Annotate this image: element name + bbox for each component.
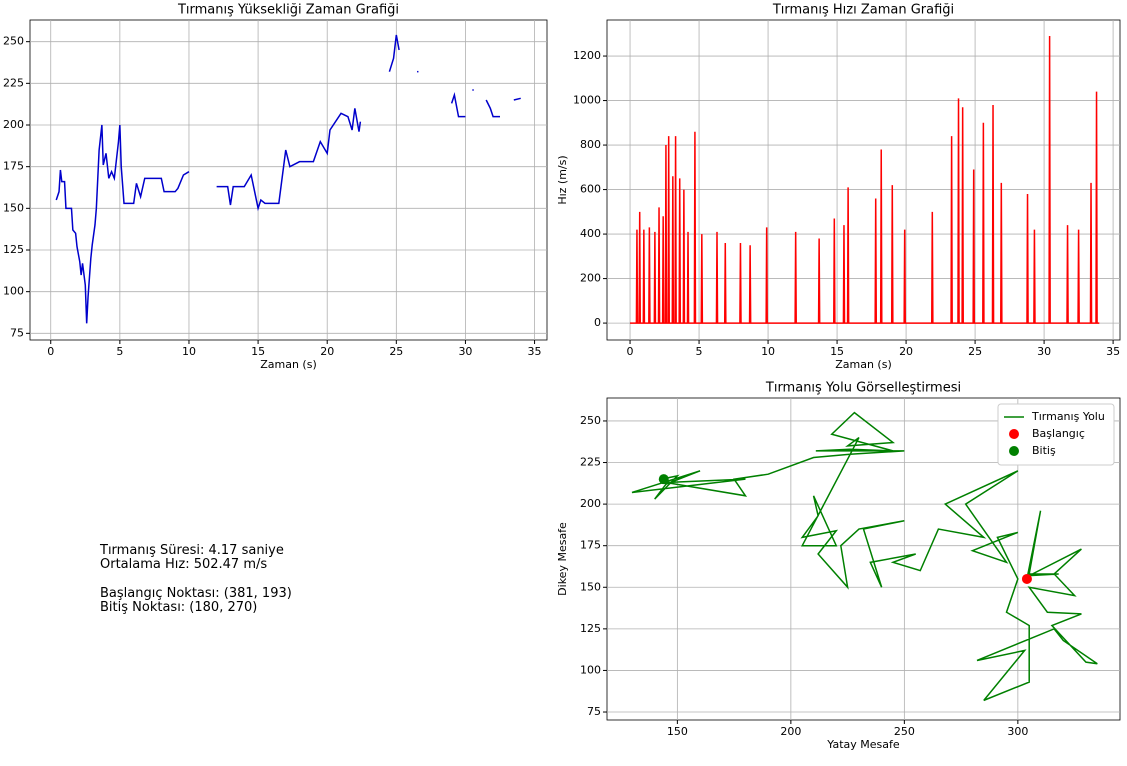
chart-title: Tırmanış Hızı Zaman Grafiği [772,3,954,18]
x-tick-label: 5 [116,345,123,358]
x-tick-label: 0 [47,345,54,358]
y-axis-label: Dikey Mesafe [556,522,569,596]
legend-box [997,403,1115,466]
plot-content [631,411,1098,702]
x-tick-label: 250 [894,725,915,738]
x-tick-label: 150 [667,725,688,738]
x-tick-label: 0 [627,345,634,358]
x-tick-label: 15 [830,345,844,358]
y-tick-label: 150 [3,201,24,214]
y-tick-label: 225 [580,456,601,469]
y-tick-label: 125 [3,243,24,256]
data-point [658,474,669,485]
y-tick-label: 200 [580,497,601,510]
x-axis-label: Yatay Mesafe [826,738,900,751]
y-tick-label: 100 [580,663,601,676]
y-tick-label: 175 [580,539,601,552]
y-tick-label: 600 [580,183,601,196]
x-tick-label: 25 [968,345,982,358]
y-tick-label: 75 [587,705,601,718]
y-tick-label: 400 [580,227,601,240]
x-tick-label: 30 [1037,345,1051,358]
y-tick-label: 75 [10,326,24,339]
y-tick-label: 800 [580,138,601,151]
y-tick-label: 200 [580,272,601,285]
y-tick-label: 0 [594,316,601,329]
data-line [513,97,521,101]
x-tick-label: 20 [320,345,334,358]
y-tick-label: 250 [580,414,601,427]
summary-line: Ortalama Hız: 502.47 m/s [100,557,268,572]
x-tick-label: 10 [182,345,196,358]
x-axis-label: Zaman (s) [260,358,317,371]
x-tick-label: 35 [1106,345,1120,358]
y-tick-label: 200 [3,118,24,131]
x-tick-label: 300 [1007,725,1028,738]
x-tick-label: 25 [389,345,403,358]
legend-marker [1009,446,1019,456]
y-tick-label: 1000 [573,94,601,107]
data-line [485,99,500,118]
plot-area [29,19,548,341]
x-tick-label: 15 [251,345,265,358]
x-tick-label: 35 [528,345,542,358]
summary-line: Bitiş Noktası: (180, 270) [100,600,258,615]
legend-label: Başlangıç [1032,427,1085,440]
y-tick-label: 150 [580,580,601,593]
data-line [55,124,190,324]
summary-line: Başlangıç Noktası: (381, 193) [100,586,292,601]
plot-content [630,36,1100,324]
x-tick-label: 5 [696,345,703,358]
x-tick-label: 200 [780,725,801,738]
chart-title: Tırmanış Yüksekliği Zaman Grafiği [177,3,399,18]
plot-content [55,34,521,324]
legend-label: Bitiş [1032,444,1056,457]
y-tick-label: 250 [3,35,24,48]
chart-title: Tırmanış Yolu Görselleştirmesi [765,381,961,396]
data-line [388,34,400,72]
data-line [216,108,362,212]
data-line [631,411,1098,702]
summary-line: Tırmanış Süresi: 4.17 saniye [100,543,284,558]
data-line [450,92,466,118]
y-tick-label: 100 [3,285,24,298]
x-axis-label: Zaman (s) [835,358,892,371]
data-point [1021,573,1032,584]
x-tick-label: 10 [761,345,775,358]
legend-marker [1009,429,1019,439]
y-axis-label: Hız (m/s) [556,155,569,204]
data-line [630,36,1100,324]
y-tick-label: 1200 [573,49,601,62]
y-tick-label: 175 [3,160,24,173]
y-tick-label: 225 [3,76,24,89]
x-tick-label: 20 [899,345,913,358]
legend-label: Tırmanış Yolu [1031,410,1105,423]
y-tick-label: 125 [580,622,601,635]
x-tick-label: 30 [458,345,472,358]
